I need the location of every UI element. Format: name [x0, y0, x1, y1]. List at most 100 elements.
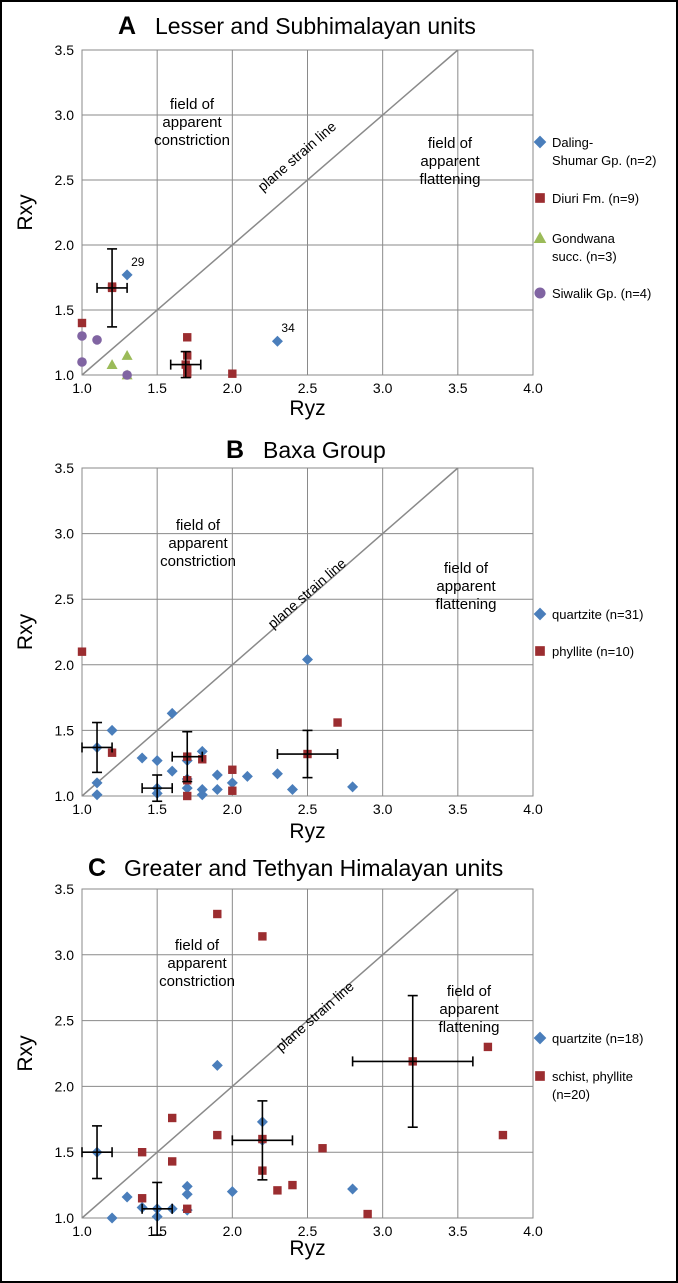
- data-point-diamond: [91, 789, 103, 801]
- x-tick-label: 3.0: [373, 380, 393, 396]
- x-tick-label: 2.5: [298, 1223, 318, 1239]
- field-constriction-label: field of apparent constriction: [154, 96, 230, 149]
- data-point-square: [228, 765, 237, 774]
- data-point-diamond: [241, 770, 253, 782]
- field-constriction-label: field of apparent constriction: [160, 517, 236, 570]
- data-point-square: [363, 1209, 372, 1219]
- data-point-diamond: [196, 789, 208, 801]
- data-point-diamond: [181, 1180, 193, 1192]
- data-point-square: [77, 318, 87, 328]
- x-tick-label: 3.5: [448, 380, 468, 396]
- data-point-triangle: [121, 350, 133, 360]
- data-point-square: [483, 1042, 493, 1052]
- y-tick-label: 1.0: [55, 367, 75, 383]
- data-point-square: [168, 1157, 177, 1166]
- x-tick-label: 2.0: [223, 1223, 243, 1239]
- panel-letter: A: [118, 12, 136, 40]
- data-point-diamond: [106, 724, 118, 736]
- field-flattening-line: flattening: [420, 171, 481, 188]
- field-flattening-line: flattening: [439, 1019, 500, 1036]
- data-point-square: [183, 333, 192, 342]
- plane-strain-line: [81, 467, 459, 797]
- y-tick-label: 3.0: [55, 947, 75, 963]
- y-tick-label: 2.5: [55, 591, 75, 607]
- legend-label: quartzite (n=18): [552, 1031, 643, 1046]
- data-point-square: [183, 351, 192, 360]
- legend-label-line: quartzite (n=31): [552, 607, 643, 622]
- data-point-circle: [92, 335, 102, 345]
- field-constriction-label: field of apparent constriction: [159, 937, 235, 990]
- data-point-diamond: [302, 654, 313, 666]
- field-flattening-line: apparent: [420, 153, 480, 170]
- legend-marker-square: [535, 193, 545, 203]
- field-constriction-line: field of: [175, 937, 220, 954]
- x-tick-label: 1.0: [72, 801, 92, 817]
- x-tick-label: 4.0: [523, 1223, 543, 1239]
- x-tick-label: 3.0: [373, 801, 393, 817]
- data-point-square: [273, 1186, 282, 1195]
- data-point-diamond: [226, 777, 238, 789]
- legend-label-line: schist, phyllite: [552, 1069, 633, 1084]
- data-point-square: [228, 369, 237, 378]
- x-tick-label: 1.5: [147, 380, 167, 396]
- data-point-square: [498, 1130, 508, 1140]
- legend-label: Diuri Fm. (n=9): [552, 191, 639, 206]
- data-point-square: [168, 1113, 177, 1123]
- y-tick-label: 3.5: [55, 42, 75, 58]
- y-tick-label: 1.0: [55, 788, 75, 804]
- plane-strain-line: [81, 888, 459, 1219]
- field-flattening-line: flattening: [436, 596, 497, 613]
- y-tick-label: 3.0: [55, 107, 75, 123]
- data-point-square: [213, 1130, 222, 1140]
- data-point-diamond: [166, 765, 178, 777]
- data-point-square: [183, 1204, 192, 1213]
- data-point-square: [183, 369, 192, 378]
- y-tick-label: 2.5: [55, 1013, 75, 1029]
- data-point-square: [107, 748, 117, 757]
- y-tick-label: 3.0: [55, 526, 75, 542]
- data-point-diamond: [91, 777, 103, 789]
- data-point-circle: [77, 357, 87, 367]
- y-tick-label: 2.5: [55, 172, 75, 188]
- chart-title: Lesser and Subhimalayan units: [155, 13, 476, 39]
- data-point-diamond: [136, 752, 148, 764]
- data-point-square: [183, 791, 192, 801]
- x-tick-label: 2.5: [298, 380, 318, 396]
- data-point-square: [213, 909, 222, 919]
- x-tick-label: 2.0: [223, 801, 243, 817]
- data-point-square: [137, 1148, 147, 1157]
- y-axis-label: Rxy: [14, 1035, 37, 1072]
- legend-label-line: Shumar Gp. (n=2): [552, 153, 656, 168]
- legend-label-line: Daling-: [552, 135, 593, 150]
- data-point-diamond: [286, 783, 298, 795]
- legend-label-line: quartzite (n=18): [552, 1031, 643, 1046]
- point-label: 29: [131, 255, 145, 269]
- legend-label: Siwalik Gp. (n=4): [552, 286, 651, 301]
- field-constriction-line: constriction: [154, 132, 230, 149]
- data-point-diamond: [181, 1188, 193, 1200]
- data-point-diamond: [121, 1191, 133, 1203]
- x-tick-label: 2.5: [298, 801, 318, 817]
- y-tick-label: 1.5: [55, 1144, 75, 1160]
- chart-title: Greater and Tethyan Himalayan units: [124, 855, 503, 881]
- data-point-square: [288, 1180, 297, 1190]
- data-point-square: [333, 718, 342, 727]
- x-tick-label: 3.5: [448, 1223, 468, 1239]
- chart-panel-a: A Lesser and Subhimalayan units 1.0 1.5 2.0 2…: [14, 12, 656, 420]
- data-point-diamond: [181, 782, 193, 794]
- data-point-diamond: [106, 1212, 118, 1224]
- y-tick-label: 3.5: [55, 460, 75, 476]
- legend-label: phyllite (n=10): [552, 644, 634, 659]
- data-point-diamond: [196, 745, 208, 757]
- y-axis-label: Rxy: [14, 194, 37, 231]
- data-point-diamond: [211, 769, 223, 781]
- legend-label-line: succ. (n=3): [552, 249, 617, 264]
- x-axis-label: Ryz: [289, 1237, 325, 1260]
- data-point-diamond: [226, 1186, 238, 1198]
- chart-panel-b: B Baxa Group 1.0 1.5 2.0 2.5 3.0 3.5 4.0 1.0 1.5 2.…: [14, 436, 643, 843]
- data-point-square: [318, 1144, 327, 1153]
- legend-label: schist, phyllite (n=20): [552, 1069, 633, 1102]
- x-axis-label: Ryz: [289, 820, 325, 843]
